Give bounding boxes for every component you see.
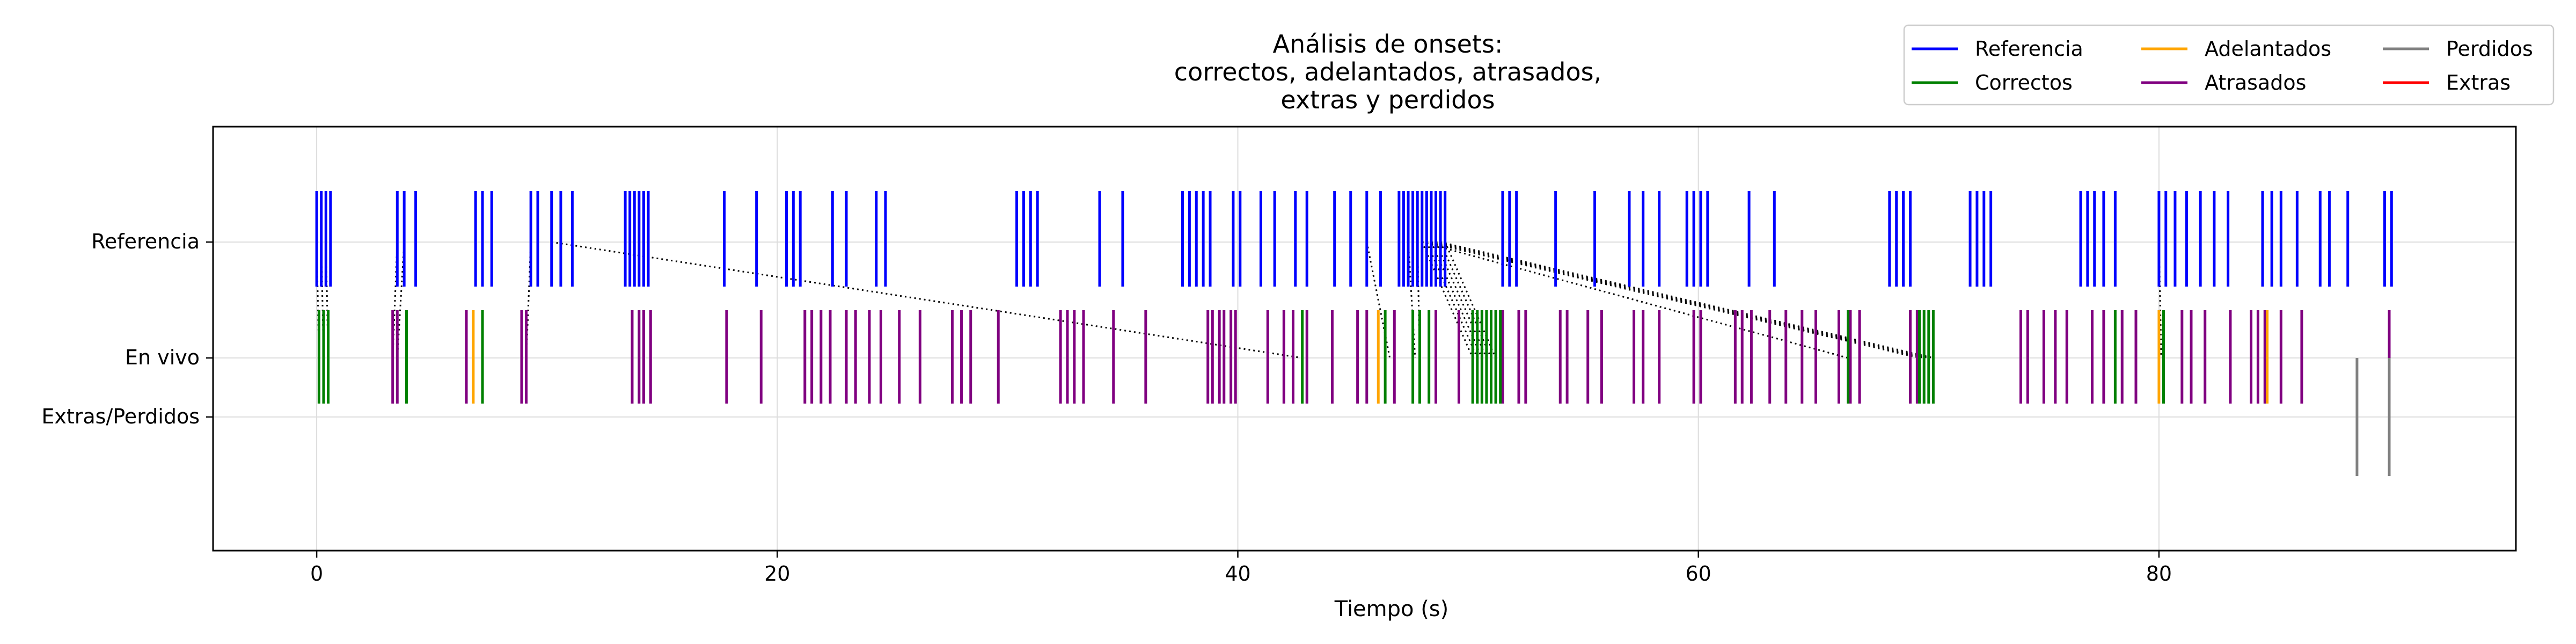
- chart-title-line-1: Análisis de onsets:: [1273, 30, 1503, 58]
- plot-frame: [212, 126, 2517, 552]
- legend-label: Adelantados: [2205, 37, 2331, 61]
- chart-title: Análisis de onsets: correctos, adelantad…: [1174, 30, 1601, 114]
- legend: Referencia Correctos Adelantados Atrasados P…: [1903, 24, 2555, 106]
- onset-marks: [315, 191, 2393, 476]
- x-tick-label: 80: [2146, 562, 2172, 586]
- chart-title-line-3: extras y perdidos: [1280, 85, 1495, 114]
- x-tick-label: 20: [764, 562, 790, 586]
- match-line: [1430, 241, 1483, 358]
- x-tick-label: 60: [1686, 562, 1711, 586]
- legend-label: Correctos: [1975, 71, 2073, 94]
- match-line: [1422, 241, 1849, 359]
- legend-label: Perdidos: [2446, 37, 2533, 61]
- chart-title-line-2: correctos, adelantados, atrasados,: [1174, 57, 1601, 86]
- match-line: [1421, 241, 1474, 358]
- x-tick-label: 40: [1225, 562, 1250, 586]
- legend-label: Atrasados: [2205, 71, 2306, 94]
- match-line: [1435, 241, 1488, 358]
- y-axis: Referencia En vivo Extras/Perdidos: [41, 230, 213, 428]
- match-line: [551, 241, 1302, 359]
- legend-frame: [1903, 24, 2555, 106]
- legend-label: Extras: [2446, 71, 2511, 94]
- y-tick-label-extras: Extras/Perdidos: [41, 405, 200, 428]
- plot-area: 0 20 40 60 80 Referencia En vivo Extras/Perd…: [41, 126, 2517, 621]
- x-tick-label: 0: [310, 562, 323, 586]
- x-axis: 0 20 40 60 80: [310, 551, 2172, 586]
- match-line: [1439, 241, 1492, 358]
- legend-label: Referencia: [1975, 37, 2083, 61]
- y-tick-label-reference: Referencia: [91, 230, 200, 253]
- match-line: [1425, 241, 1479, 358]
- match-line: [1444, 241, 1497, 358]
- y-tick-label-live: En vivo: [125, 346, 200, 369]
- x-axis-label: Tiempo (s): [1334, 597, 1449, 621]
- match-line: [1366, 241, 1391, 358]
- grid-lines: [213, 127, 2516, 551]
